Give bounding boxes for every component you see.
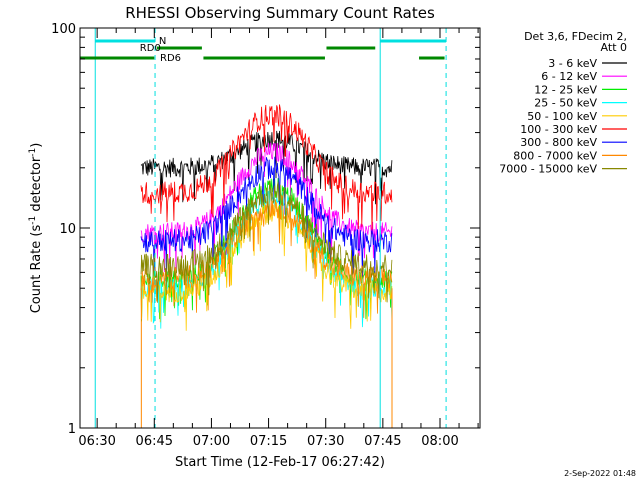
y-axis-label: Count Rate (s-1 detector-1) bbox=[28, 143, 44, 314]
chart-title: RHESSI Observing Summary Count Rates bbox=[125, 4, 435, 22]
rd0-label: RD0 bbox=[140, 43, 161, 54]
series-line bbox=[140, 156, 393, 278]
x-tick-label: 07:00 bbox=[193, 434, 230, 449]
series-line bbox=[140, 180, 393, 303]
legend-label: 800 - 7000 keV bbox=[513, 149, 597, 162]
x-tick-label: 07:45 bbox=[364, 434, 401, 449]
x-tick-label: 07:15 bbox=[250, 434, 287, 449]
legend-label: 100 - 300 keV bbox=[520, 123, 597, 136]
y-tick-label: 100 bbox=[51, 22, 76, 37]
legend-label: 300 - 800 keV bbox=[520, 136, 597, 149]
series-line bbox=[140, 104, 393, 235]
y-axis-label-sup: -1 bbox=[28, 148, 38, 157]
x-tick-label: 07:30 bbox=[307, 434, 344, 449]
y-axis-label-sup: -1 bbox=[28, 216, 38, 225]
y-tick-label: 10 bbox=[59, 222, 76, 237]
night-label: N bbox=[159, 36, 166, 47]
legend-label: 50 - 100 keV bbox=[527, 110, 597, 123]
series-line bbox=[140, 130, 393, 205]
legend-label: 6 - 12 keV bbox=[541, 70, 597, 83]
rd6-label: RD6 bbox=[160, 53, 181, 64]
legend-label: 3 - 6 keV bbox=[548, 57, 597, 70]
series-layer bbox=[140, 104, 393, 428]
y-tick-label: 1 bbox=[68, 422, 76, 437]
legend-label: 12 - 25 keV bbox=[534, 83, 597, 96]
x-tick-label: 06:30 bbox=[78, 434, 115, 449]
y-axis-label-part: detector bbox=[29, 156, 44, 216]
x-tick-label: 06:45 bbox=[136, 434, 173, 449]
legend-label: 7000 - 15000 keV bbox=[499, 163, 597, 176]
legend-label: 25 - 50 keV bbox=[534, 97, 597, 110]
y-axis-label-part: ) bbox=[29, 143, 44, 148]
footer-date: 2-Sep-2022 01:48 bbox=[564, 469, 636, 478]
legend-title-line: Det 3,6, FDecim 2, bbox=[524, 30, 627, 43]
axes-layer: 1 10 100 06:30 06:45 07:00 07:15 07:30 07:45 08:0… bbox=[51, 22, 481, 449]
legend-title-line: Att 0 bbox=[601, 41, 627, 54]
x-axis-label: Start Time (12-Feb-17 06:27:42) bbox=[175, 455, 385, 470]
y-axis-label-part: Count Rate (s bbox=[29, 225, 44, 314]
x-tick-label: 08:00 bbox=[421, 434, 458, 449]
